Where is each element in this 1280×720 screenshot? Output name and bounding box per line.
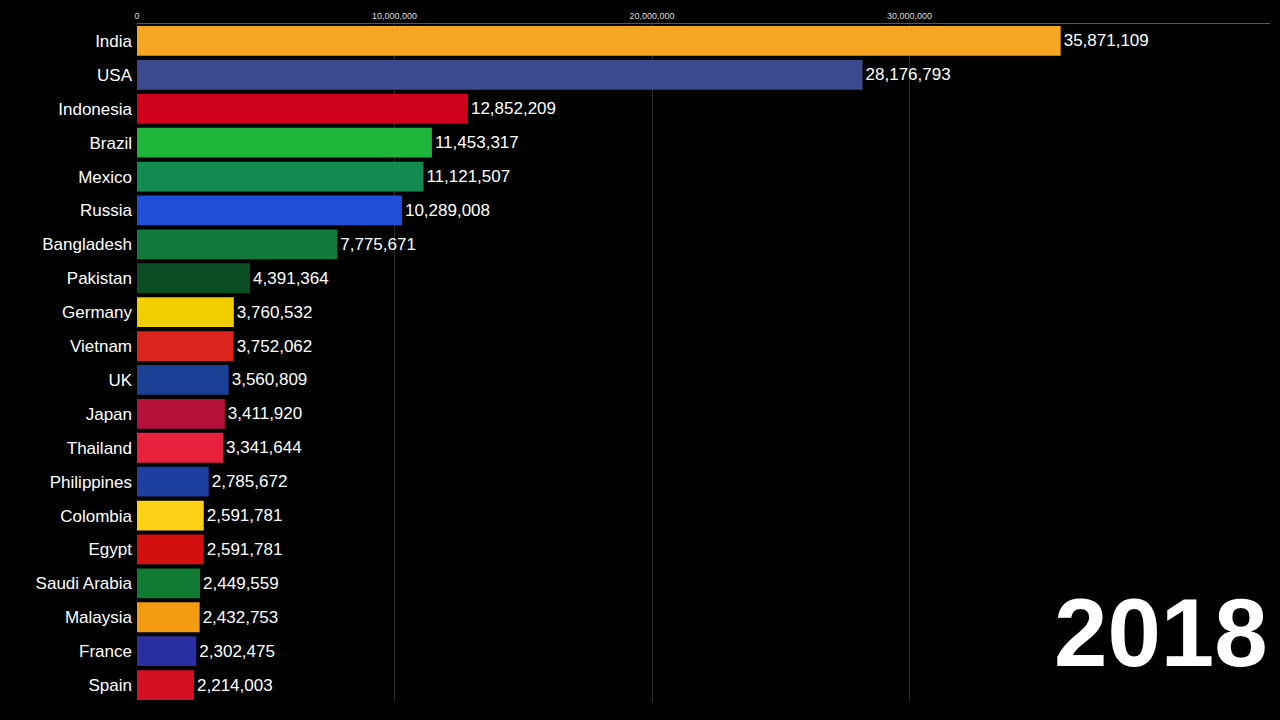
- svg-text:Philippines: Philippines: [50, 473, 132, 492]
- svg-text:2,432,753: 2,432,753: [203, 608, 279, 627]
- svg-text:Vietnam: Vietnam: [70, 337, 132, 356]
- svg-text:28,176,793: 28,176,793: [866, 65, 951, 84]
- svg-text:2,591,781: 2,591,781: [207, 540, 283, 559]
- svg-text:Pakistan: Pakistan: [67, 269, 132, 288]
- svg-text:11,453,317: 11,453,317: [435, 133, 519, 152]
- svg-text:0: 0: [134, 11, 139, 21]
- svg-text:3,411,920: 3,411,920: [228, 404, 302, 423]
- svg-text:10,000,000: 10,000,000: [372, 11, 417, 21]
- svg-text:12,852,209: 12,852,209: [471, 99, 556, 118]
- svg-text:2018: 2018: [1054, 579, 1268, 686]
- svg-text:Colombia: Colombia: [60, 507, 132, 526]
- svg-text:UK: UK: [108, 371, 132, 390]
- svg-text:India: India: [95, 32, 132, 51]
- svg-text:2,214,003: 2,214,003: [197, 676, 273, 695]
- svg-text:USA: USA: [97, 66, 133, 85]
- svg-text:3,560,809: 3,560,809: [232, 370, 308, 389]
- svg-text:2,449,559: 2,449,559: [203, 574, 279, 593]
- svg-text:Indonesia: Indonesia: [58, 100, 132, 119]
- svg-text:Russia: Russia: [80, 201, 133, 220]
- svg-text:2,591,781: 2,591,781: [207, 506, 283, 525]
- svg-text:20,000,000: 20,000,000: [629, 11, 674, 21]
- svg-text:Bangladesh: Bangladesh: [42, 235, 132, 254]
- svg-text:3,341,644: 3,341,644: [226, 438, 302, 457]
- svg-text:4,391,364: 4,391,364: [253, 269, 329, 288]
- svg-text:35,871,109: 35,871,109: [1064, 31, 1149, 50]
- svg-text:3,760,532: 3,760,532: [237, 303, 313, 322]
- svg-text:Thailand: Thailand: [67, 439, 132, 458]
- svg-text:2,302,475: 2,302,475: [199, 642, 275, 661]
- svg-text:2,785,672: 2,785,672: [212, 472, 288, 491]
- svg-text:30,000,000: 30,000,000: [887, 11, 932, 21]
- svg-text:7,775,671: 7,775,671: [340, 235, 416, 254]
- svg-text:Spain: Spain: [89, 676, 132, 695]
- svg-text:3,752,062: 3,752,062: [237, 337, 313, 356]
- svg-text:10,289,008: 10,289,008: [405, 201, 490, 220]
- svg-text:Japan: Japan: [86, 405, 132, 424]
- svg-text:France: France: [79, 642, 132, 661]
- svg-text:Brazil: Brazil: [89, 134, 132, 153]
- svg-text:Germany: Germany: [62, 303, 132, 322]
- svg-text:Mexico: Mexico: [78, 168, 132, 187]
- svg-text:Egypt: Egypt: [89, 540, 133, 559]
- svg-text:Saudi Arabia: Saudi Arabia: [36, 574, 133, 593]
- svg-text:Malaysia: Malaysia: [65, 608, 133, 627]
- svg-text:11,121,507: 11,121,507: [426, 167, 510, 186]
